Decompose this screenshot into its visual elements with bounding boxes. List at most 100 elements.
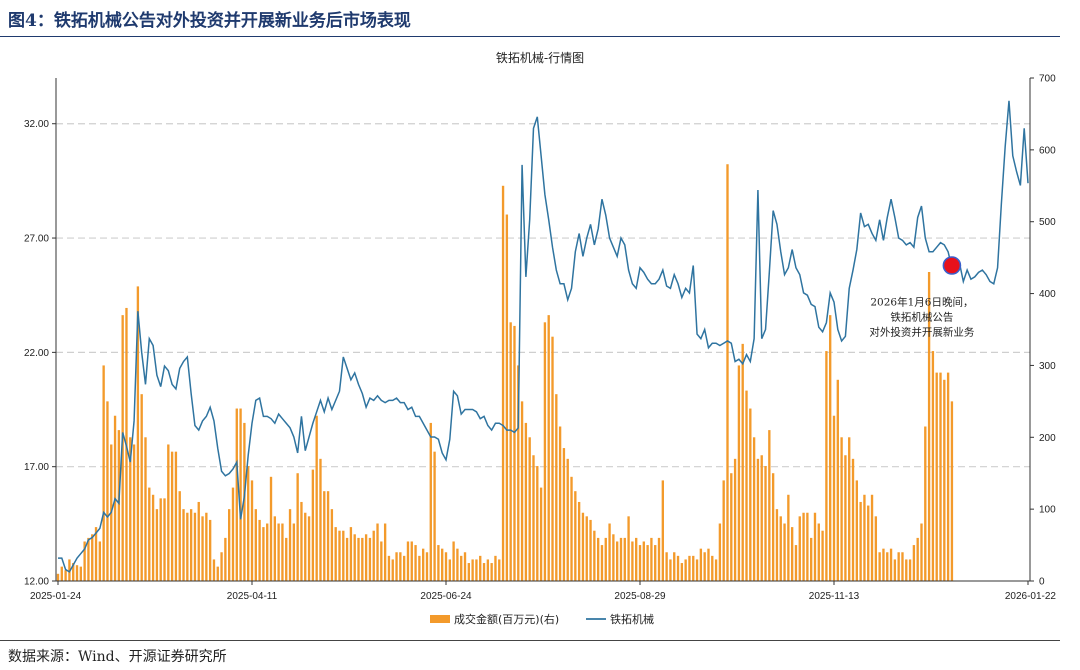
volume-bar — [376, 523, 379, 581]
volume-bar — [338, 530, 341, 581]
volume-bar — [334, 527, 337, 581]
volume-bar — [395, 552, 398, 581]
volume-bar — [722, 480, 725, 581]
volume-bar — [558, 426, 562, 581]
volume-bar — [288, 509, 292, 581]
axes — [55, 78, 1031, 582]
volume-bar — [589, 519, 592, 581]
volume-bar — [882, 548, 885, 581]
x-tick-label: 2025-04-11 — [227, 591, 278, 602]
volume-bar — [695, 559, 699, 581]
volume-bar — [319, 458, 322, 581]
volume-bar — [345, 537, 349, 581]
volume-bar — [467, 563, 470, 581]
volume-bar — [433, 451, 436, 581]
volume-bar — [383, 523, 387, 581]
annotation-text: 对外投资并开展新业务 — [869, 325, 974, 338]
grid-lines — [56, 123, 1030, 468]
volume-bar — [745, 390, 748, 581]
x-tick-label: 2026-01-22 — [1005, 591, 1057, 602]
volume-bar — [863, 494, 866, 581]
volume-bar — [905, 559, 908, 581]
volume-bar — [600, 545, 604, 581]
volume-bar — [87, 537, 90, 581]
volume-bar — [68, 559, 71, 581]
volume-bar — [779, 516, 782, 581]
volume-bar — [380, 541, 383, 581]
volume-bar — [817, 523, 820, 581]
volume-bar — [174, 451, 178, 581]
volume-bar — [836, 379, 839, 581]
volume-bar — [707, 548, 710, 581]
volume-bar — [638, 545, 642, 581]
volume-bar — [596, 537, 600, 581]
volume-bar — [357, 537, 360, 581]
left-tick-label: 17.00 — [24, 462, 49, 473]
volume-bar — [444, 552, 448, 581]
volume-bar — [692, 555, 695, 581]
volume-bar — [140, 394, 143, 581]
volume-bar — [75, 565, 79, 581]
left-tick-label: 32.00 — [24, 119, 49, 130]
volume-bar — [479, 555, 482, 581]
footer-divider — [0, 640, 1060, 641]
volume-bar — [285, 537, 288, 581]
volume-bar — [410, 541, 413, 581]
volume-bar — [555, 394, 558, 581]
volume-bar — [912, 545, 916, 581]
volume-bar — [924, 426, 927, 581]
volume-bar — [429, 422, 432, 581]
volume-bar — [98, 541, 102, 581]
volume-bar — [391, 559, 394, 581]
volume-bar — [330, 509, 334, 581]
left-tick-label: 12.00 — [24, 577, 49, 588]
volume-bar — [460, 555, 463, 581]
volume-bar — [505, 214, 509, 581]
volume-bar — [513, 325, 516, 581]
volume-bar — [178, 491, 181, 581]
volume-bar — [296, 473, 299, 581]
volume-bar — [520, 401, 524, 581]
volume-bar — [585, 516, 588, 581]
volume-bar — [623, 537, 626, 581]
volume-bar — [208, 519, 212, 581]
volume-bar — [475, 559, 478, 581]
volume-bar — [498, 559, 501, 581]
volume-bar — [935, 372, 938, 581]
volume-bar — [402, 555, 406, 581]
volume-bar — [730, 473, 733, 581]
legend-swatch-volume — [430, 615, 450, 623]
volume-bar — [349, 527, 353, 581]
left-axis-ticks: 12.00 17.00 22.00 27.00 32.00 — [24, 119, 56, 588]
right-axis-ticks: 0 100 200 300 400 500 600 700 — [1030, 74, 1056, 588]
volume-bar — [372, 530, 375, 581]
volume-bar — [920, 523, 923, 581]
volume-bar — [939, 372, 942, 581]
volume-bar — [566, 458, 569, 581]
volume-bar — [798, 516, 801, 581]
volume-bar — [220, 552, 223, 581]
volume-bar — [364, 534, 368, 581]
volume-bar — [733, 458, 737, 581]
volume-bar — [631, 541, 634, 581]
volume-bar — [608, 523, 611, 581]
volume-bar — [387, 555, 391, 581]
volume-bar — [463, 552, 467, 581]
x-tick-label: 2025-01-24 — [30, 591, 82, 602]
volume-bar — [848, 437, 851, 581]
volume-bar — [612, 534, 615, 581]
volume-bar — [307, 516, 311, 581]
annotation-text: 2026年1月6日晚间， — [870, 295, 973, 308]
volume-bar — [441, 548, 444, 581]
volume-bar — [231, 487, 235, 581]
volume-bar — [946, 372, 950, 581]
legend-label-volume: 成交金额(百万元)(右) — [454, 612, 559, 626]
volume-bar — [927, 272, 931, 581]
volume-bar — [148, 487, 151, 581]
x-tick-label: 2025-08-29 — [614, 591, 666, 602]
annotation-text: 铁拓机械公告 — [890, 310, 953, 323]
volume-bar — [106, 401, 109, 581]
volume-bar — [235, 408, 238, 581]
volume-bar — [315, 415, 318, 581]
volume-bar — [281, 523, 284, 581]
